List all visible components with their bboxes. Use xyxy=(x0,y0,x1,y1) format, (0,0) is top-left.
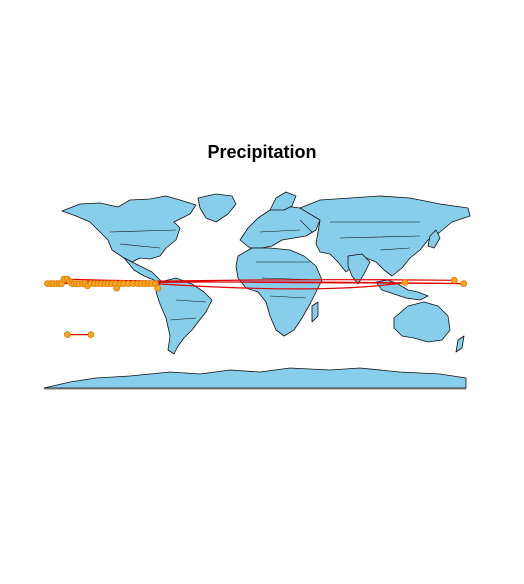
greenland-landmass xyxy=(197,193,237,223)
station-point-38 xyxy=(87,331,95,339)
land-layer xyxy=(43,191,471,390)
station-point-39 xyxy=(401,279,409,286)
north-america-landmass xyxy=(61,195,197,263)
asia-landmass xyxy=(299,195,471,277)
new-zealand-landmass xyxy=(455,335,465,353)
africa-landmass xyxy=(235,247,323,337)
point-layer xyxy=(44,275,468,339)
station-point-36 xyxy=(113,284,121,292)
india-landmass xyxy=(347,253,371,285)
antarctica-landmass xyxy=(43,367,467,389)
europe-landmass xyxy=(239,205,321,249)
australia-landmass xyxy=(393,301,451,343)
japan-landmass xyxy=(427,229,441,249)
south-america-landmass xyxy=(155,277,213,355)
chart-title: Precipitation xyxy=(207,142,317,162)
station-point-40 xyxy=(450,276,458,284)
station-point-35 xyxy=(154,284,162,292)
station-point-41 xyxy=(460,280,468,288)
madagascar-landmass xyxy=(311,301,319,323)
station-point-37 xyxy=(64,331,71,339)
scandinavia-landmass xyxy=(269,191,297,211)
country-borders xyxy=(109,219,421,321)
route-line-4 xyxy=(155,281,406,290)
